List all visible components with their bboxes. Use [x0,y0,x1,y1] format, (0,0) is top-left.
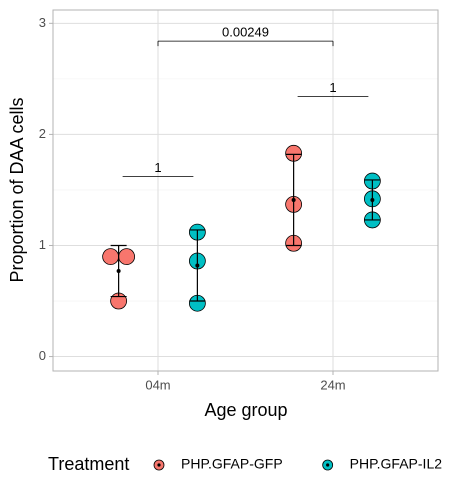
mean-point [195,263,200,268]
legend-title: Treatment [48,454,129,474]
panel [53,10,438,371]
panel-border [52,9,439,372]
data-point [102,248,120,265]
x-axis-title: Age group [204,400,287,420]
p-value-label: 1 [154,160,161,175]
y-axis-title: Proportion of DAA cells [7,97,27,282]
data-point [118,248,136,265]
mean-point [370,197,375,202]
y-tick-label: 1 [39,237,46,252]
p-value-label: 1 [329,80,336,95]
mean-point [116,269,121,274]
y-tick-label: 0 [39,348,46,363]
legend-label: PHP.GFAP-IL2 [350,456,443,472]
y-tick-label: 2 [39,126,46,141]
y-tick-label: 3 [39,15,46,30]
x-tick-label: 04m [145,377,170,392]
legend-label: PHP.GFAP-GFP [181,456,283,472]
mean-point [291,197,296,202]
p-value-label: 0.00249 [222,25,269,40]
x-tick-label: 24m [320,377,345,392]
legend-marker-dot [157,463,161,467]
legend-marker-dot [326,463,330,467]
